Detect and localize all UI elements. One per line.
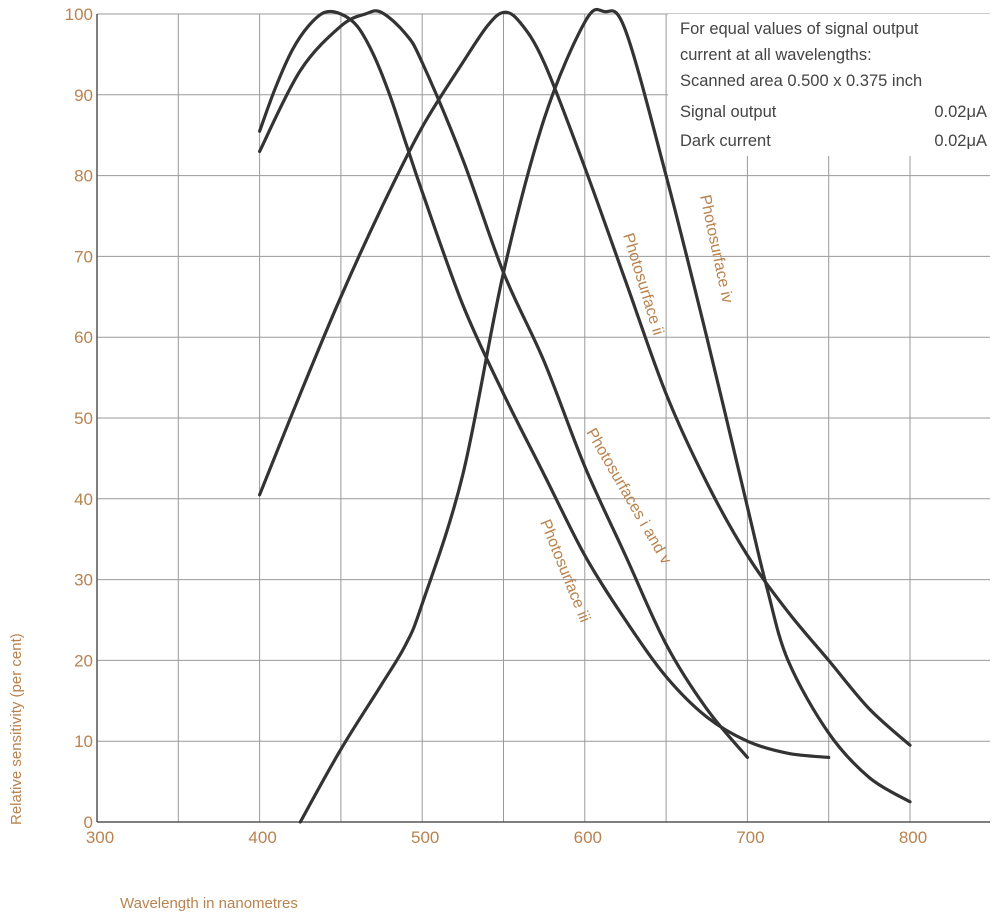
annotation-dark-label: Dark current [680,132,771,150]
series-line-2 [258,10,912,747]
y-tick-label: 10 [74,732,93,751]
x-axis-ticks: 300 400 500 600 700 800 [86,828,927,847]
y-axis-title: Relative sensitivity (per cent) [8,633,25,825]
y-tick-label: 20 [74,651,93,670]
y-tick-label: 0 [84,813,93,832]
series-line-3 [258,9,749,759]
chart-grid [96,13,990,823]
curve-label-iv: Photosurface iv [696,193,736,304]
y-tick-label: 30 [74,571,93,590]
y-tick-label: 70 [74,247,93,266]
y-tick-label: 60 [74,328,93,347]
annotation-scanned-area: Scanned area 0.500 x 0.375 inch [680,72,922,90]
annotation-heading-2: current at all wavelengths: [680,46,872,64]
y-tick-label: 100 [65,5,93,24]
x-tick-label: 300 [86,828,114,847]
x-tick-label: 800 [899,828,927,847]
annotation-signal-label: Signal output [680,103,777,121]
y-axis-ticks: 0 10 20 30 40 50 60 70 80 90 100 [65,5,93,832]
y-tick-label: 90 [74,86,93,105]
series-line-4 [298,7,912,824]
x-tick-label: 600 [574,828,602,847]
x-tick-label: 700 [736,828,764,847]
annotation-background [668,14,991,156]
x-tick-label: 400 [248,828,276,847]
annotation-box: For equal values of signal output curren… [668,14,991,156]
chart-curves [258,7,912,824]
series-line-1 [258,9,831,759]
x-tick-label: 500 [411,828,439,847]
annotation-heading-1: For equal values of signal output [680,20,919,38]
y-tick-label: 80 [74,167,93,186]
y-tick-label: 40 [74,490,93,509]
x-axis-title: Wavelength in nanometres [120,895,298,912]
annotation-dark-value: 0.02μA [934,132,987,150]
annotation-signal-value: 0.02μA [934,103,987,121]
y-tick-label: 50 [74,409,93,428]
